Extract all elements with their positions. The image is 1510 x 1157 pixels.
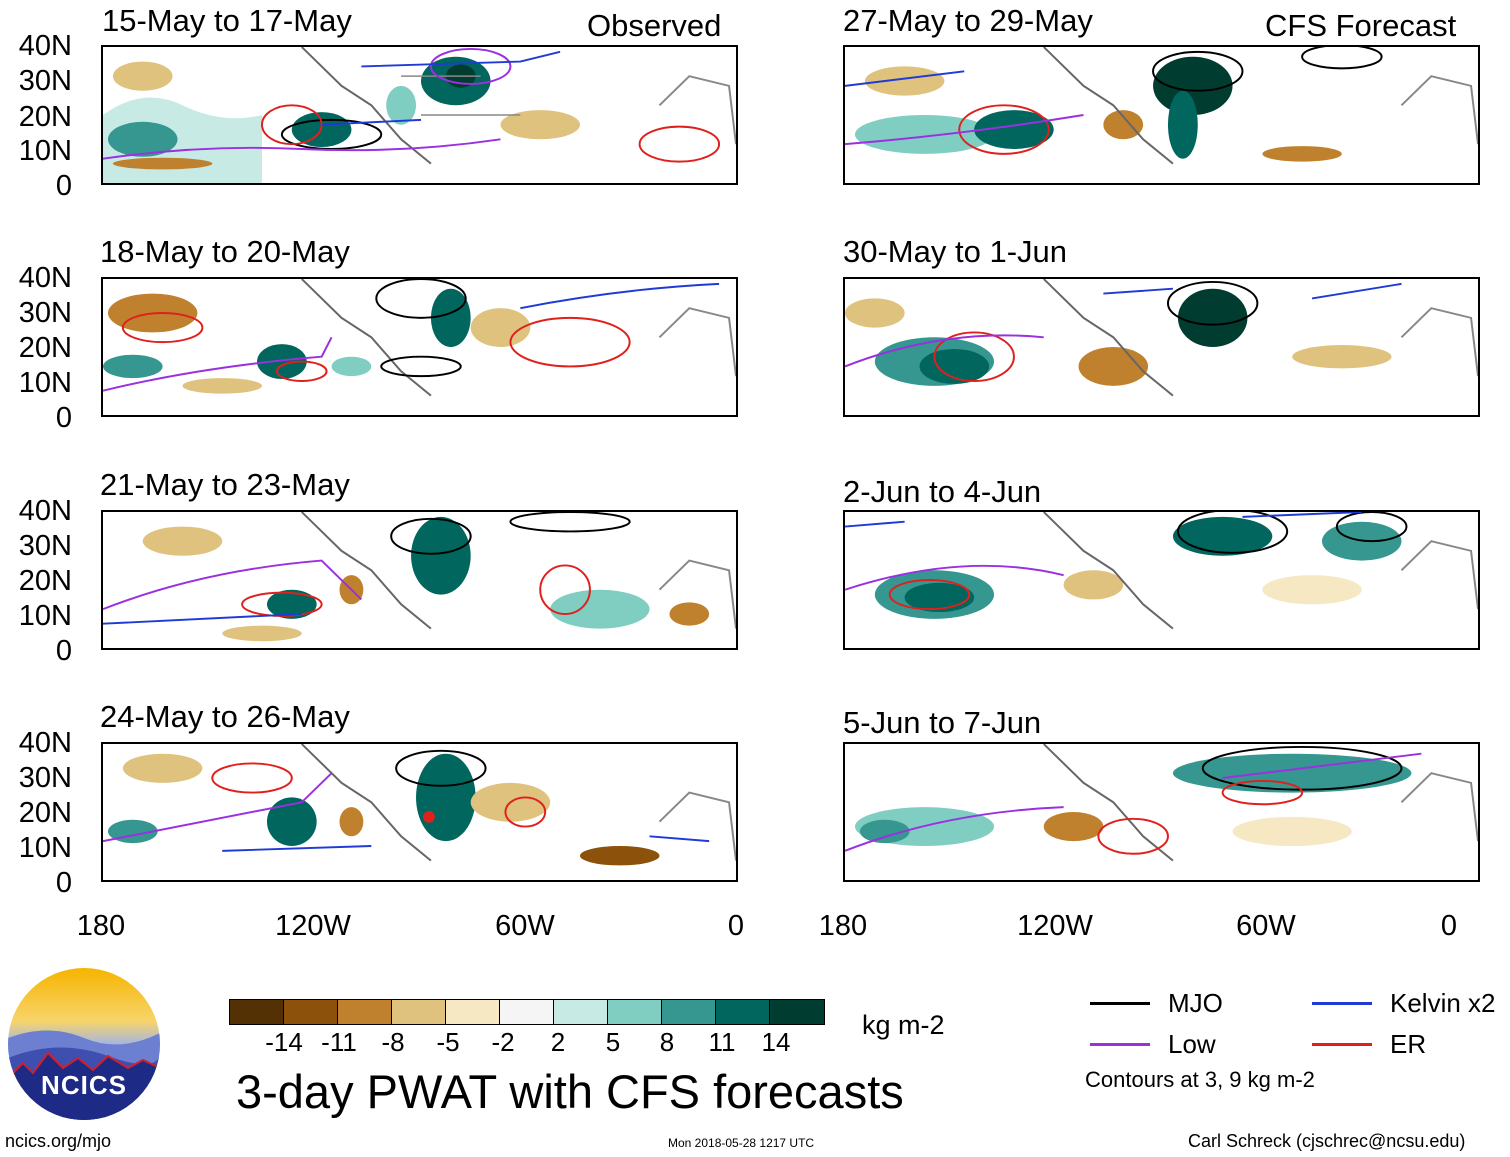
legend-line — [1090, 1001, 1150, 1005]
colorbar-tick: -14 — [265, 1027, 303, 1057]
map-panel-1 — [101, 45, 738, 185]
legend-line — [1312, 1001, 1372, 1005]
map-panel-2 — [101, 277, 738, 417]
colorbar-tick: -11 — [321, 1027, 357, 1057]
x-label-0: 0 — [1440, 910, 1458, 942]
legend-label: Low — [1168, 1029, 1216, 1059]
map-panel-5 — [843, 45, 1480, 185]
colorbar-tick: -2 — [491, 1027, 515, 1057]
y-label-40n: 40N — [18, 30, 72, 62]
footer-url[interactable]: ncics.org/mjo — [5, 1131, 112, 1151]
panel-title-6: 30-May to 1-Jun — [843, 234, 1067, 269]
y-label-20n: 20N — [18, 565, 72, 597]
legend-low: Low — [1090, 1031, 1216, 1057]
map-panel-7 — [843, 510, 1480, 650]
y-label-20n: 20N — [18, 101, 72, 133]
panel-title-2: 18-May to 20-May — [100, 234, 350, 269]
legend-line — [1090, 1042, 1150, 1046]
x-label-180: 180 — [76, 910, 126, 942]
y-label-40n: 40N — [18, 495, 72, 527]
panel-title-5: 27-May to 29-May — [843, 3, 1093, 38]
colorbar-tick: -5 — [436, 1027, 460, 1057]
y-label-30n: 30N — [18, 762, 72, 794]
colorbar-swatch — [338, 1000, 392, 1024]
cfs-forecast-label: CFS Forecast — [1265, 8, 1457, 43]
colorbar-units: kg m-2 — [862, 1010, 945, 1040]
footer-timestamp: Mon 2018-05-28 1217 UTC — [668, 1136, 815, 1150]
y-label-30n: 30N — [18, 65, 72, 97]
logo-text: NCICS — [41, 1070, 127, 1100]
x-label-0: 0 — [727, 910, 745, 942]
map-panel-4 — [101, 742, 738, 882]
y-label-0: 0 — [55, 402, 72, 434]
footer-credit: Carl Schreck (cjschrec@ncsu.edu) — [1188, 1131, 1466, 1151]
legend-label: Kelvin x2 — [1390, 988, 1496, 1018]
y-label-30n: 30N — [18, 530, 72, 562]
colorbar-swatch — [446, 1000, 500, 1024]
legend-kelvin: Kelvin x2 — [1312, 990, 1496, 1016]
colorbar-tick: 8 — [659, 1027, 675, 1057]
colorbar-swatch — [230, 1000, 284, 1024]
panel-title-4: 24-May to 26-May — [100, 699, 350, 734]
y-label-0: 0 — [55, 867, 72, 899]
y-label-20n: 20N — [18, 332, 72, 364]
panel-title-8: 5-Jun to 7-Jun — [843, 705, 1042, 740]
y-label-10n: 10N — [18, 600, 72, 632]
map-panel-3 — [101, 510, 738, 650]
colorbar-swatch — [716, 1000, 770, 1024]
y-label-0: 0 — [55, 635, 72, 667]
y-label-10n: 10N — [18, 367, 72, 399]
colorbar — [229, 999, 825, 1025]
colorbar-swatch — [284, 1000, 338, 1024]
colorbar-swatch — [554, 1000, 608, 1024]
y-label-0: 0 — [55, 170, 72, 202]
x-label-120w: 120W — [275, 910, 351, 942]
legend-label: ER — [1390, 1029, 1427, 1059]
legend-mjo: MJO — [1090, 990, 1223, 1016]
panel-title-3: 21-May to 23-May — [100, 467, 350, 502]
y-label-10n: 10N — [18, 832, 72, 864]
main-title: 3-day PWAT with CFS forecasts — [236, 1065, 904, 1118]
colorbar-swatch — [500, 1000, 554, 1024]
panel-title-7: 2-Jun to 4-Jun — [843, 474, 1042, 509]
colorbar-tick: 2 — [550, 1027, 566, 1057]
colorbar-tick: 14 — [761, 1027, 791, 1057]
map-panel-6 — [843, 277, 1480, 417]
x-label-60w: 60W — [495, 910, 555, 942]
legend-er: ER — [1312, 1031, 1426, 1057]
y-label-30n: 30N — [18, 297, 72, 329]
contour-note: Contours at 3, 9 kg m-2 — [1085, 1067, 1315, 1092]
colorbar-tick: 11 — [708, 1027, 736, 1057]
colorbar-swatch — [392, 1000, 446, 1024]
observed-label: Observed — [587, 8, 722, 43]
colorbar-swatch — [608, 1000, 662, 1024]
colorbar-swatch — [770, 1000, 824, 1024]
x-label-120w: 120W — [1017, 910, 1093, 942]
y-label-20n: 20N — [18, 797, 72, 829]
y-label-10n: 10N — [18, 135, 72, 167]
colorbar-swatch — [662, 1000, 716, 1024]
y-label-40n: 40N — [18, 727, 72, 759]
legend-line — [1312, 1042, 1372, 1046]
panel-title-1: 15-May to 17-May — [102, 3, 352, 38]
map-panel-8 — [843, 742, 1480, 882]
colorbar-tick: -8 — [381, 1027, 405, 1057]
legend-label: MJO — [1168, 988, 1223, 1018]
colorbar-tick: 5 — [605, 1027, 621, 1057]
y-label-40n: 40N — [18, 262, 72, 294]
x-label-60w: 60W — [1236, 910, 1296, 942]
ncics-logo: NCICS — [8, 968, 160, 1120]
x-label-180: 180 — [818, 910, 868, 942]
